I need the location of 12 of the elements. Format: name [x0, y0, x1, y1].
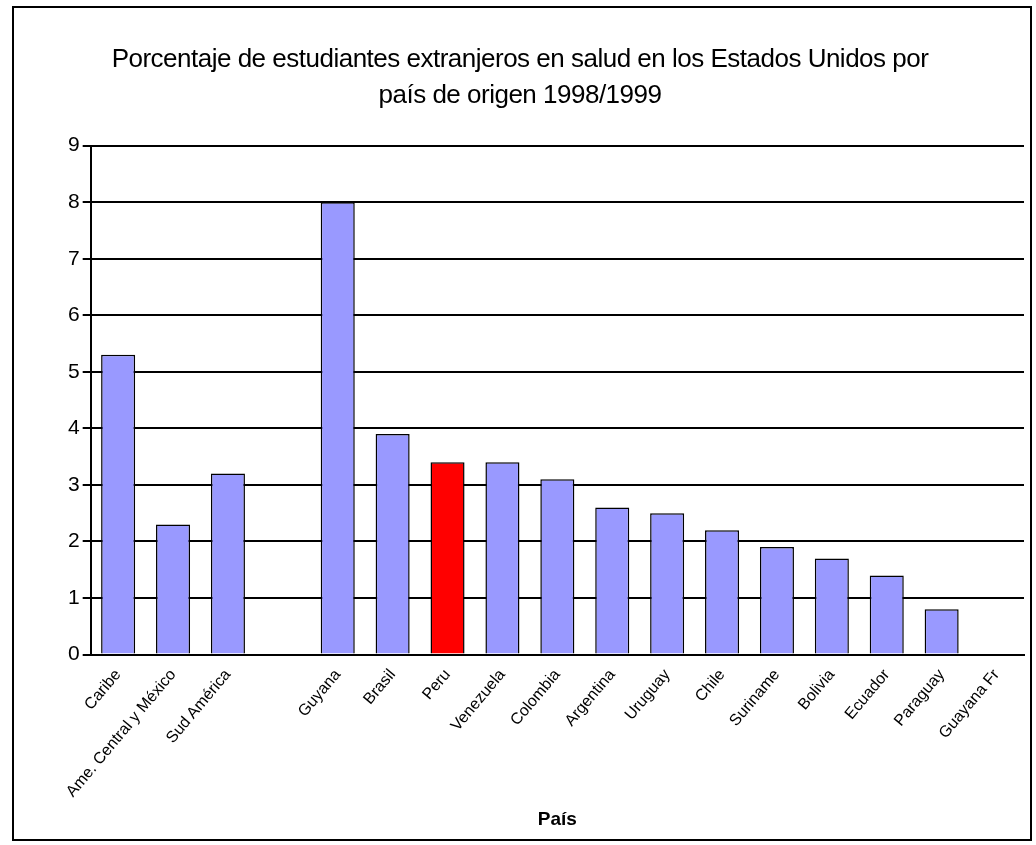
y-tick-label: 2	[67, 528, 80, 552]
y-tick-label: 9	[67, 132, 80, 156]
y-tick-label: 0	[67, 641, 80, 665]
y-tick-label: 7	[67, 245, 80, 269]
y-tick-label: 6	[67, 302, 80, 326]
y-tick-label: 1	[67, 584, 80, 608]
y-tick-label: 3	[67, 471, 80, 495]
y-tick-label: 4	[67, 415, 80, 439]
x-axis-title: País	[537, 807, 577, 829]
y-tick-label: 5	[67, 358, 80, 382]
y-tick-label: 8	[67, 188, 80, 212]
chart-title: Porcentaje de estudiantes extranjeros en salud en los Estados Unidos por país de origen 1998/1999	[110, 42, 930, 111]
